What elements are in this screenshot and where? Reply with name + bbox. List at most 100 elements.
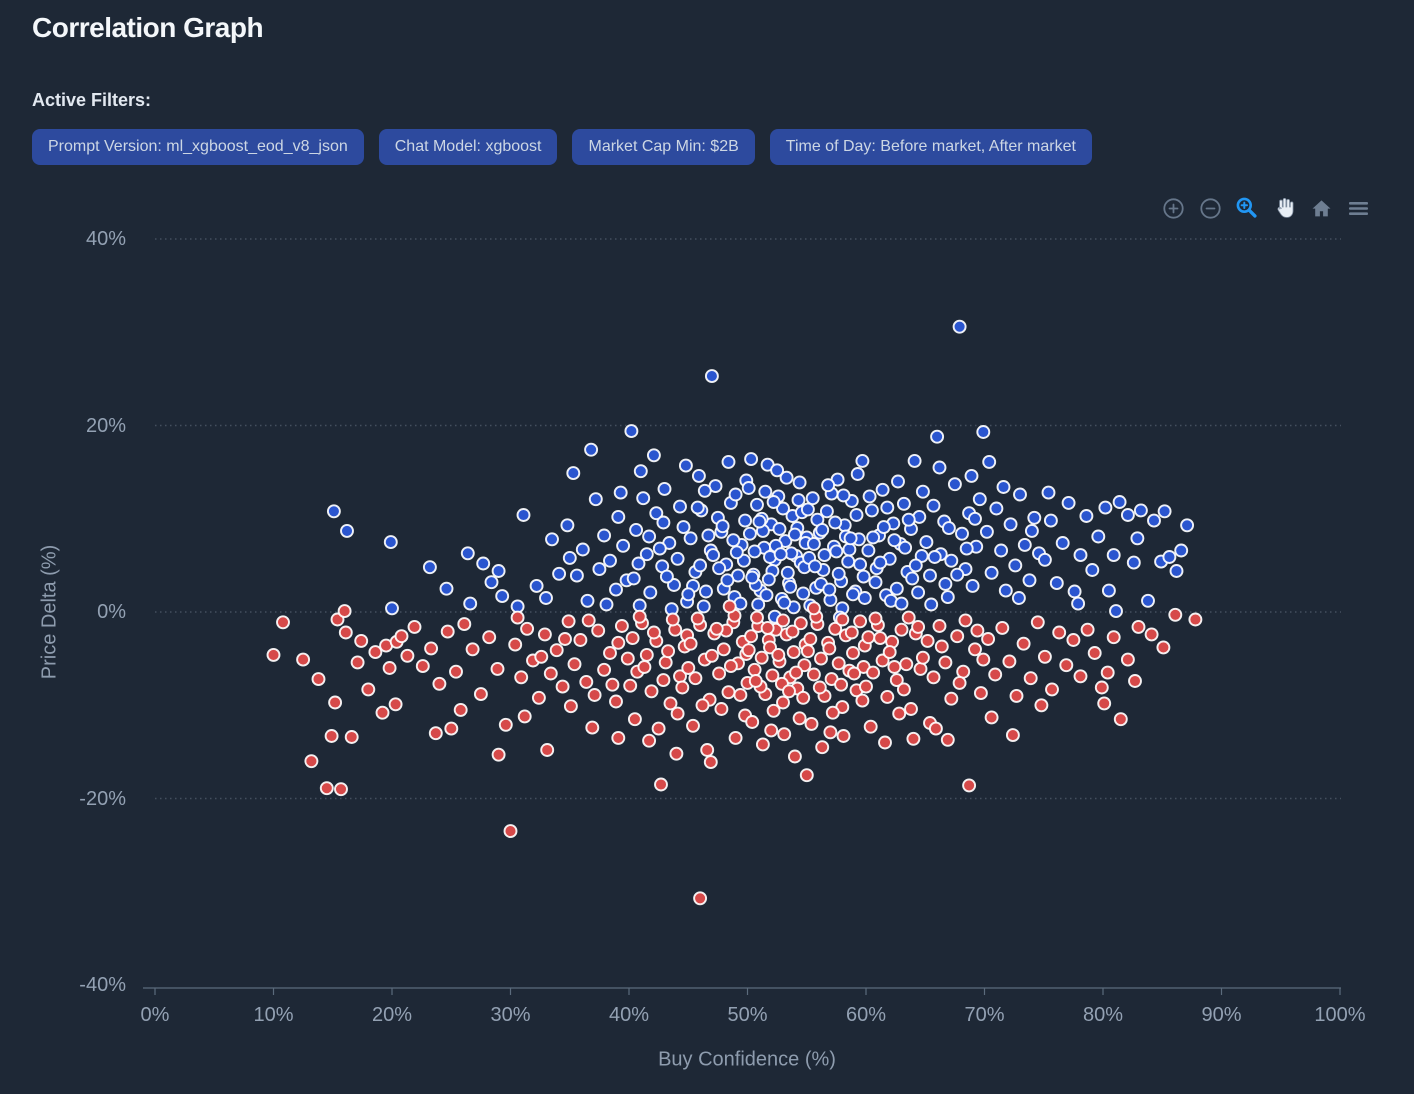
data-point-positive-price-delta[interactable] [1126, 555, 1141, 570]
data-point-positive-price-delta[interactable] [815, 522, 830, 537]
data-point-positive-price-delta[interactable] [819, 504, 834, 519]
data-point-negative-price-delta[interactable] [906, 731, 921, 746]
data-point-positive-price-delta[interactable] [657, 481, 672, 496]
data-point-negative-price-delta[interactable] [771, 647, 786, 662]
data-point-positive-price-delta[interactable] [1073, 548, 1088, 563]
data-point-positive-price-delta[interactable] [1024, 523, 1039, 538]
data-point-negative-price-delta[interactable] [776, 695, 790, 710]
data-point-positive-price-delta[interactable] [996, 480, 1011, 494]
data-point-positive-price-delta[interactable] [930, 429, 945, 444]
data-point-positive-price-delta[interactable] [696, 599, 711, 614]
data-point-positive-price-delta[interactable] [894, 596, 909, 611]
data-point-positive-price-delta[interactable] [646, 448, 661, 463]
data-point-positive-price-delta[interactable] [850, 467, 865, 481]
data-point-negative-price-delta[interactable] [855, 693, 870, 708]
data-point-positive-price-delta[interactable] [728, 487, 743, 502]
data-point-positive-price-delta[interactable] [783, 579, 798, 594]
filter-chip-market-cap-min[interactable]: Market Cap Min: $2B [572, 129, 755, 165]
data-point-positive-price-delta[interactable] [681, 587, 696, 602]
data-point-positive-price-delta[interactable] [911, 585, 926, 600]
data-point-negative-price-delta[interactable] [754, 650, 769, 665]
data-point-positive-price-delta[interactable] [862, 489, 877, 504]
data-point-positive-price-delta[interactable] [1169, 564, 1184, 578]
data-point-negative-price-delta[interactable] [747, 662, 762, 677]
data-point-negative-price-delta[interactable] [889, 673, 904, 688]
data-point-negative-price-delta[interactable] [520, 621, 535, 636]
data-point-negative-price-delta[interactable] [934, 639, 949, 654]
data-point-positive-price-delta[interactable] [721, 454, 736, 469]
data-point-positive-price-delta[interactable] [972, 492, 987, 507]
data-point-negative-price-delta[interactable] [440, 624, 455, 639]
data-point-negative-price-delta[interactable] [712, 666, 727, 681]
data-point-positive-price-delta[interactable] [868, 575, 883, 590]
data-point-negative-price-delta[interactable] [407, 619, 422, 634]
data-point-negative-price-delta[interactable] [681, 661, 696, 675]
data-point-positive-price-delta[interactable] [1049, 576, 1064, 591]
data-point-positive-price-delta[interactable] [940, 590, 955, 605]
data-point-positive-price-delta[interactable] [706, 548, 721, 563]
data-point-negative-price-delta[interactable] [1097, 696, 1112, 711]
data-point-positive-price-delta[interactable] [670, 551, 685, 566]
data-point-positive-price-delta[interactable] [649, 506, 664, 521]
data-point-positive-price-delta[interactable] [857, 591, 872, 605]
data-point-positive-price-delta[interactable] [1061, 495, 1076, 510]
data-point-negative-price-delta[interactable] [663, 696, 678, 711]
data-point-negative-price-delta[interactable] [1009, 688, 1024, 703]
data-point-negative-price-delta[interactable] [873, 631, 888, 646]
data-point-negative-price-delta[interactable] [344, 730, 359, 744]
data-point-negative-price-delta[interactable] [609, 694, 623, 709]
zoom-out-icon[interactable] [1197, 195, 1223, 221]
data-point-positive-price-delta[interactable] [510, 599, 525, 614]
data-point-positive-price-delta[interactable] [866, 530, 881, 545]
data-point-negative-price-delta[interactable] [693, 891, 708, 906]
data-point-negative-price-delta[interactable] [853, 614, 868, 629]
data-point-negative-price-delta[interactable] [400, 648, 415, 663]
data-point-positive-price-delta[interactable] [720, 573, 735, 588]
data-point-positive-price-delta[interactable] [805, 491, 820, 506]
data-point-positive-price-delta[interactable] [1130, 531, 1145, 546]
data-point-negative-price-delta[interactable] [597, 662, 612, 677]
data-point-positive-price-delta[interactable] [950, 567, 965, 582]
data-point-negative-price-delta[interactable] [831, 656, 846, 671]
data-point-positive-price-delta[interactable] [516, 508, 531, 522]
data-point-positive-price-delta[interactable] [796, 586, 811, 601]
data-point-positive-price-delta[interactable] [484, 575, 499, 590]
data-point-negative-price-delta[interactable] [611, 730, 626, 745]
data-point-positive-price-delta[interactable] [1141, 593, 1155, 608]
data-point-positive-price-delta[interactable] [1109, 604, 1123, 619]
data-point-negative-price-delta[interactable] [984, 710, 999, 725]
data-point-positive-price-delta[interactable] [861, 543, 876, 558]
data-point-negative-price-delta[interactable] [1066, 633, 1081, 647]
data-point-negative-price-delta[interactable] [789, 665, 804, 680]
data-point-positive-price-delta[interactable] [697, 483, 712, 498]
data-point-negative-price-delta[interactable] [531, 690, 546, 705]
data-point-negative-price-delta[interactable] [714, 702, 729, 716]
data-point-negative-price-delta[interactable] [690, 611, 705, 626]
data-point-positive-price-delta[interactable] [984, 565, 999, 580]
data-point-positive-price-delta[interactable] [738, 513, 753, 528]
data-point-positive-price-delta[interactable] [1162, 550, 1177, 564]
data-point-positive-price-delta[interactable] [326, 504, 341, 519]
data-point-positive-price-delta[interactable] [584, 442, 599, 457]
data-point-positive-price-delta[interactable] [1079, 509, 1094, 523]
data-point-negative-price-delta[interactable] [777, 727, 792, 742]
data-point-negative-price-delta[interactable] [498, 717, 513, 732]
data-point-positive-price-delta[interactable] [875, 482, 890, 497]
data-point-positive-price-delta[interactable] [777, 595, 792, 610]
data-point-positive-price-delta[interactable] [729, 545, 744, 560]
data-point-positive-price-delta[interactable] [889, 581, 904, 596]
data-point-negative-price-delta[interactable] [558, 632, 572, 646]
data-point-negative-price-delta[interactable] [804, 716, 819, 731]
data-point-negative-price-delta[interactable] [825, 705, 840, 720]
data-point-negative-price-delta[interactable] [637, 660, 652, 674]
data-point-positive-price-delta[interactable] [1011, 591, 1026, 605]
data-point-negative-price-delta[interactable] [491, 747, 506, 762]
data-point-negative-price-delta[interactable] [639, 647, 654, 662]
data-point-negative-price-delta[interactable] [623, 678, 638, 693]
data-point-negative-price-delta[interactable] [716, 642, 731, 657]
data-point-positive-price-delta[interactable] [673, 499, 687, 514]
data-point-negative-price-delta[interactable] [1052, 625, 1067, 640]
data-point-negative-price-delta[interactable] [1094, 680, 1109, 695]
data-point-positive-price-delta[interactable] [747, 544, 762, 559]
data-point-positive-price-delta[interactable] [463, 596, 478, 611]
